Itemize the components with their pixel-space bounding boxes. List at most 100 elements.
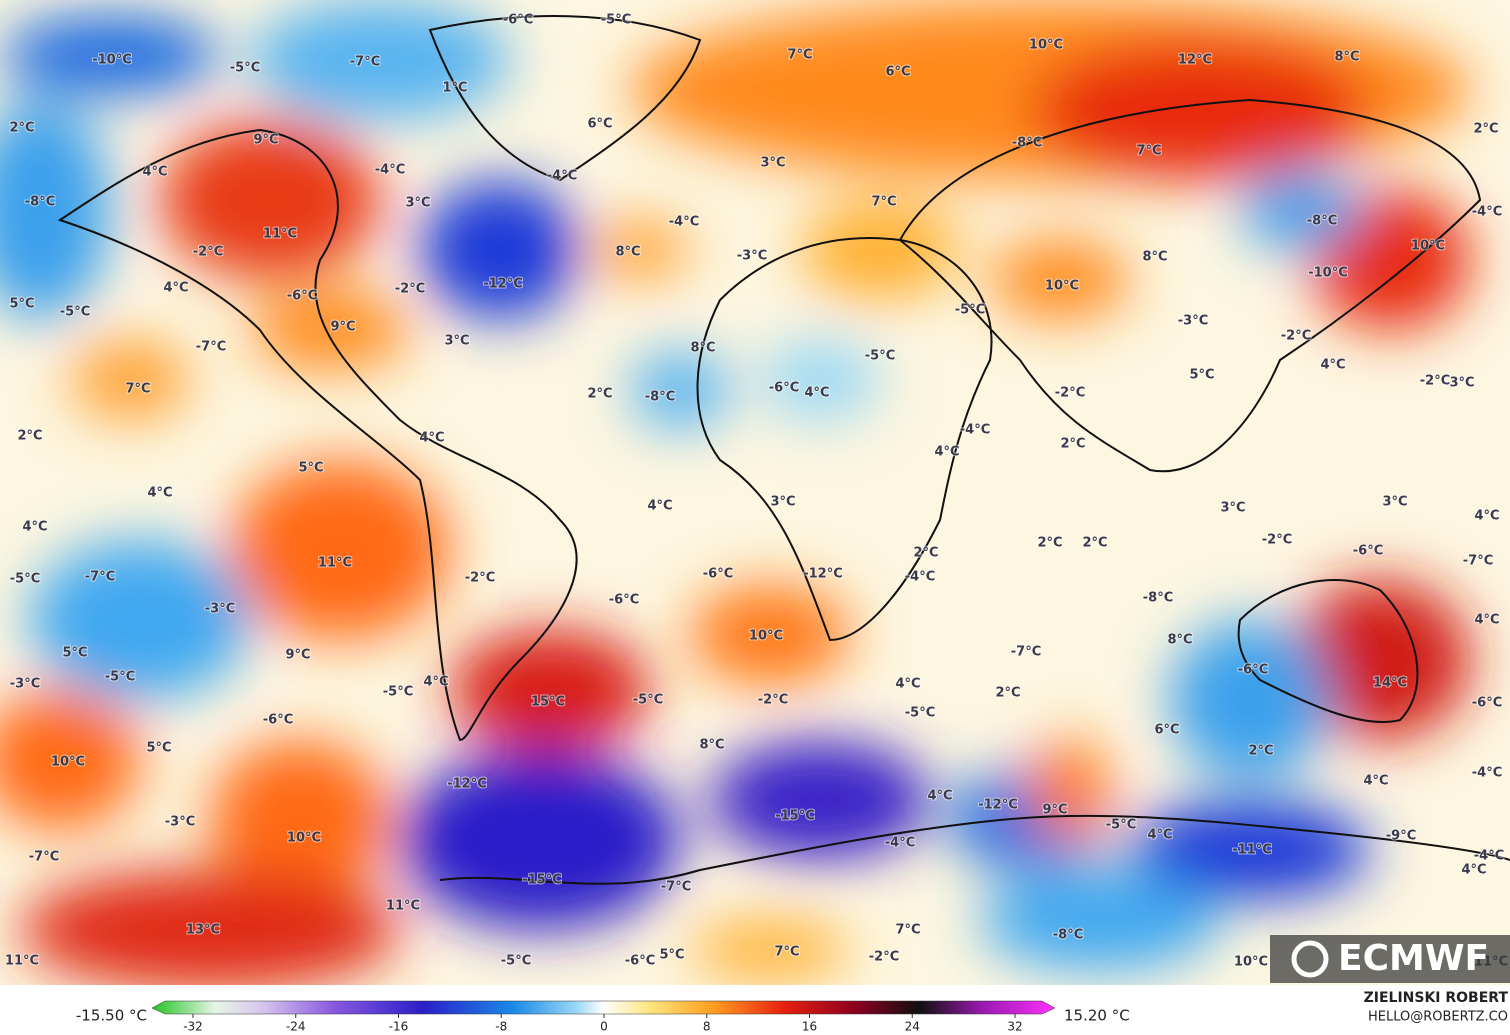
- temperature-label: -6°C: [609, 593, 639, 608]
- temperature-label: 4°C: [1363, 774, 1388, 789]
- temperature-label: -4°C: [1474, 849, 1504, 864]
- temperature-label: -4°C: [669, 215, 699, 230]
- temperature-label: 4°C: [647, 499, 672, 514]
- temperature-label: 4°C: [1147, 828, 1172, 843]
- temperature-label: 2°C: [913, 546, 938, 561]
- temperature-label: 9°C: [1042, 803, 1067, 818]
- temperature-label: 10°C: [1029, 38, 1063, 53]
- temperature-label: 7°C: [895, 923, 920, 938]
- colorbar-tick-label: -24: [286, 1020, 306, 1034]
- colorbar-tick-label: 16: [802, 1020, 817, 1034]
- temperature-label: -5°C: [105, 670, 135, 685]
- temperature-label: -3°C: [737, 249, 767, 264]
- temperature-label: -3°C: [205, 602, 235, 617]
- temperature-label: -7°C: [1011, 645, 1041, 660]
- temperature-label: -5°C: [865, 349, 895, 364]
- temperature-label: 2°C: [587, 387, 612, 402]
- temperature-label: 5°C: [1189, 368, 1214, 383]
- temperature-label: 3°C: [1382, 495, 1407, 510]
- temperature-label: -3°C: [10, 677, 40, 692]
- temperature-label: -6°C: [769, 381, 799, 396]
- temperature-label: -8°C: [645, 390, 675, 405]
- colorbar-tick-label: -8: [495, 1020, 507, 1034]
- temperature-label: 12°C: [1178, 53, 1212, 68]
- temperature-label: -5°C: [501, 954, 531, 969]
- temperature-label: 10°C: [1411, 239, 1445, 254]
- temperature-label: -7°C: [85, 570, 115, 585]
- temperature-label: 7°C: [125, 382, 150, 397]
- temperature-label: -3°C: [1178, 314, 1208, 329]
- temperature-label: -7°C: [350, 55, 380, 70]
- temperature-label: 4°C: [1461, 863, 1486, 878]
- temperature-label: 4°C: [1474, 613, 1499, 628]
- temperature-label: -5°C: [905, 706, 935, 721]
- temperature-label: 3°C: [770, 495, 795, 510]
- temperature-label: -12°C: [447, 777, 487, 792]
- temperature-label: 6°C: [587, 117, 612, 132]
- map-field: [0, 0, 1510, 985]
- temperature-label: 8°C: [1142, 250, 1167, 265]
- coastlines: [57, 15, 1510, 885]
- temperature-label: 8°C: [699, 738, 724, 753]
- temperature-label: -6°C: [1472, 696, 1502, 711]
- temperature-label: 3°C: [444, 334, 469, 349]
- temperature-label: -12°C: [978, 798, 1018, 813]
- temperature-label: -5°C: [230, 61, 260, 76]
- temperature-label: -2°C: [1281, 329, 1311, 344]
- temperature-label: 4°C: [423, 675, 448, 690]
- temperature-label: -2°C: [1262, 533, 1292, 548]
- temperature-label: -5°C: [1106, 818, 1136, 833]
- temperature-label: 2°C: [1473, 122, 1498, 137]
- temperature-label: -2°C: [1055, 386, 1085, 401]
- temperature-label: -5°C: [955, 303, 985, 318]
- temperature-label: -4°C: [905, 570, 935, 585]
- temperature-label: 3°C: [1220, 501, 1245, 516]
- colorbar: [151, 1000, 1056, 1015]
- temperature-label: 2°C: [1248, 744, 1273, 759]
- temperature-label: 4°C: [22, 520, 47, 535]
- temperature-label: 2°C: [1060, 437, 1085, 452]
- colorbar-tick-label: 32: [1007, 1020, 1022, 1034]
- temperature-label: -6°C: [1238, 663, 1268, 678]
- temperature-label: 8°C: [615, 245, 640, 260]
- temperature-label: 5°C: [62, 646, 87, 661]
- temperature-label: 10°C: [749, 629, 783, 644]
- temperature-label: 4°C: [804, 386, 829, 401]
- colorbar-tick-label: 8: [703, 1020, 711, 1034]
- temperature-label: -7°C: [29, 850, 59, 865]
- temperature-label: 11°C: [386, 899, 420, 914]
- colorbar-ticks: -32 -24 -16 -8 0 8 16 24 32: [183, 1014, 1023, 1034]
- colorbar-tick-label: -32: [183, 1020, 203, 1034]
- temperature-label: 4°C: [419, 431, 444, 446]
- temperature-label: -2°C: [193, 245, 223, 260]
- temperature-label: -15°C: [522, 873, 562, 888]
- temperature-label: 4°C: [163, 281, 188, 296]
- temperature-label: 2°C: [17, 429, 42, 444]
- temperature-label: 10°C: [1234, 955, 1268, 970]
- temperature-label: -8°C: [1307, 214, 1337, 229]
- temperature-label: 7°C: [871, 195, 896, 210]
- legend-min: -15.50 °C: [76, 1007, 147, 1025]
- temperature-label: -5°C: [383, 685, 413, 700]
- temperature-label: 11°C: [263, 227, 297, 242]
- temperature-label: -5°C: [633, 693, 663, 708]
- logo: ECMWF: [1338, 938, 1489, 979]
- temperature-label: 3°C: [405, 196, 430, 211]
- temperature-label: 5°C: [659, 948, 684, 963]
- temperature-label: -4°C: [375, 163, 405, 178]
- temperature-label: -2°C: [1420, 374, 1450, 389]
- colorbar-tick-label: -16: [389, 1020, 409, 1034]
- temperature-label: -11°C: [1232, 843, 1272, 858]
- temperature-label: 3°C: [760, 156, 785, 171]
- temperature-label: -12°C: [483, 277, 523, 292]
- temperature-label: 8°C: [690, 341, 715, 356]
- temperature-label: 7°C: [774, 945, 799, 960]
- temperature-label: -6°C: [503, 13, 533, 28]
- temperature-label: 4°C: [895, 677, 920, 692]
- temperature-label: 11°C: [318, 556, 352, 571]
- temperature-label: 15°C: [531, 695, 565, 710]
- temperature-label: 5°C: [9, 297, 34, 312]
- temperature-label: -8°C: [25, 195, 55, 210]
- temperature-label: 4°C: [927, 789, 952, 804]
- temperature-label: 4°C: [934, 445, 959, 460]
